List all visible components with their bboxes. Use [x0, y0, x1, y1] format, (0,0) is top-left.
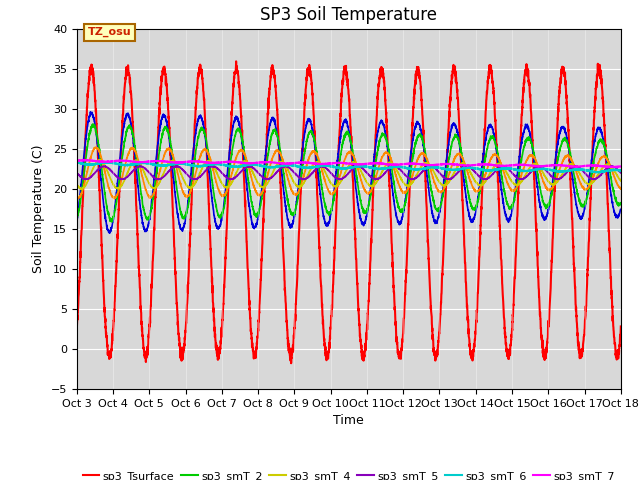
sp3_smT_6: [412, 166, 419, 172]
sp3_smT_7: [225, 159, 233, 165]
sp3_smT_7: [617, 164, 625, 169]
sp3_smT_4: [402, 182, 410, 188]
sp3_smT_5: [402, 173, 410, 179]
Line: sp3_smT_6: sp3_smT_6: [77, 162, 621, 172]
Line: sp3_smT_2: sp3_smT_2: [77, 124, 621, 222]
sp3_smT_7: [412, 161, 419, 167]
sp3_smT_6: [189, 163, 197, 169]
sp3_Tsurface: [225, 175, 232, 180]
sp3_smT_6: [225, 163, 233, 169]
sp3_smT_7: [402, 161, 410, 167]
sp3_smT_3: [617, 186, 625, 192]
sp3_smT_2: [73, 216, 81, 221]
sp3_smT_3: [92, 144, 99, 150]
X-axis label: Time: Time: [333, 414, 364, 427]
sp3_smT_3: [73, 196, 81, 202]
Legend: sp3_Tsurface, sp3_smT_1, sp3_smT_2, sp3_smT_3, sp3_smT_4, sp3_smT_5, sp3_smT_6, : sp3_Tsurface, sp3_smT_1, sp3_smT_2, sp3_…: [78, 467, 620, 480]
Line: sp3_Tsurface: sp3_Tsurface: [77, 61, 621, 363]
sp3_smT_4: [77, 186, 85, 192]
sp3_smT_1: [412, 123, 419, 129]
sp3_smT_2: [566, 146, 573, 152]
sp3_smT_2: [108, 219, 116, 225]
Title: SP3 Soil Temperature: SP3 Soil Temperature: [260, 6, 437, 24]
sp3_smT_4: [617, 178, 625, 184]
sp3_smT_6: [402, 165, 410, 171]
sp3_smT_5: [566, 167, 573, 172]
sp3_smT_6: [617, 168, 625, 173]
sp3_Tsurface: [617, 324, 625, 329]
sp3_smT_4: [617, 178, 625, 184]
sp3_smT_2: [617, 201, 625, 206]
Y-axis label: Soil Temperature (C): Soil Temperature (C): [32, 144, 45, 273]
sp3_Tsurface: [232, 59, 240, 64]
sp3_smT_4: [96, 157, 104, 163]
sp3_Tsurface: [566, 148, 573, 154]
Line: sp3_smT_1: sp3_smT_1: [77, 112, 621, 233]
sp3_smT_1: [402, 192, 410, 198]
sp3_smT_1: [617, 206, 625, 212]
sp3_smT_3: [566, 154, 573, 159]
sp3_smT_2: [190, 163, 198, 169]
Line: sp3_smT_3: sp3_smT_3: [77, 147, 621, 199]
sp3_smT_2: [402, 197, 410, 203]
sp3_smT_5: [412, 175, 419, 181]
sp3_smT_5: [225, 176, 232, 181]
Line: sp3_smT_4: sp3_smT_4: [77, 160, 621, 189]
sp3_smT_2: [225, 171, 233, 177]
sp3_smT_3: [190, 178, 198, 184]
sp3_smT_4: [225, 183, 233, 189]
sp3_smT_5: [189, 176, 197, 182]
Text: TZ_osu: TZ_osu: [88, 27, 131, 37]
sp3_smT_3: [402, 189, 410, 194]
sp3_smT_5: [617, 170, 625, 176]
sp3_smT_7: [617, 164, 625, 169]
sp3_smT_7: [189, 158, 197, 164]
sp3_smT_7: [82, 157, 90, 163]
sp3_smT_7: [565, 163, 573, 169]
sp3_smT_5: [463, 163, 471, 169]
sp3_smT_5: [617, 170, 625, 176]
sp3_smT_1: [190, 145, 198, 151]
sp3_smT_6: [592, 169, 600, 175]
sp3_smT_3: [617, 185, 625, 191]
sp3_smT_4: [73, 181, 81, 187]
sp3_smT_3: [111, 196, 118, 202]
sp3_smT_6: [73, 160, 81, 166]
sp3_smT_7: [73, 158, 81, 164]
sp3_Tsurface: [73, 322, 81, 328]
sp3_smT_1: [225, 153, 233, 158]
sp3_smT_1: [566, 151, 573, 157]
sp3_smT_2: [617, 201, 625, 206]
sp3_smT_6: [102, 159, 110, 165]
sp3_smT_1: [73, 218, 81, 224]
sp3_smT_4: [566, 162, 573, 168]
sp3_Tsurface: [189, 154, 197, 160]
Line: sp3_smT_7: sp3_smT_7: [77, 160, 621, 167]
sp3_Tsurface: [287, 360, 295, 366]
sp3_Tsurface: [402, 274, 410, 279]
sp3_smT_1: [86, 109, 94, 115]
sp3_smT_1: [106, 230, 113, 236]
sp3_smT_3: [412, 163, 419, 168]
sp3_smT_2: [412, 142, 419, 147]
sp3_smT_1: [617, 206, 625, 212]
sp3_smT_2: [90, 121, 97, 127]
sp3_smT_4: [412, 174, 419, 180]
sp3_Tsurface: [412, 74, 419, 80]
sp3_smT_6: [617, 168, 625, 173]
sp3_smT_6: [565, 168, 573, 173]
sp3_smT_3: [225, 181, 233, 187]
sp3_smT_5: [409, 177, 417, 182]
sp3_smT_7: [609, 164, 616, 170]
sp3_smT_4: [190, 182, 198, 188]
sp3_Tsurface: [617, 328, 625, 334]
Line: sp3_smT_5: sp3_smT_5: [77, 166, 621, 180]
sp3_smT_5: [73, 170, 81, 176]
